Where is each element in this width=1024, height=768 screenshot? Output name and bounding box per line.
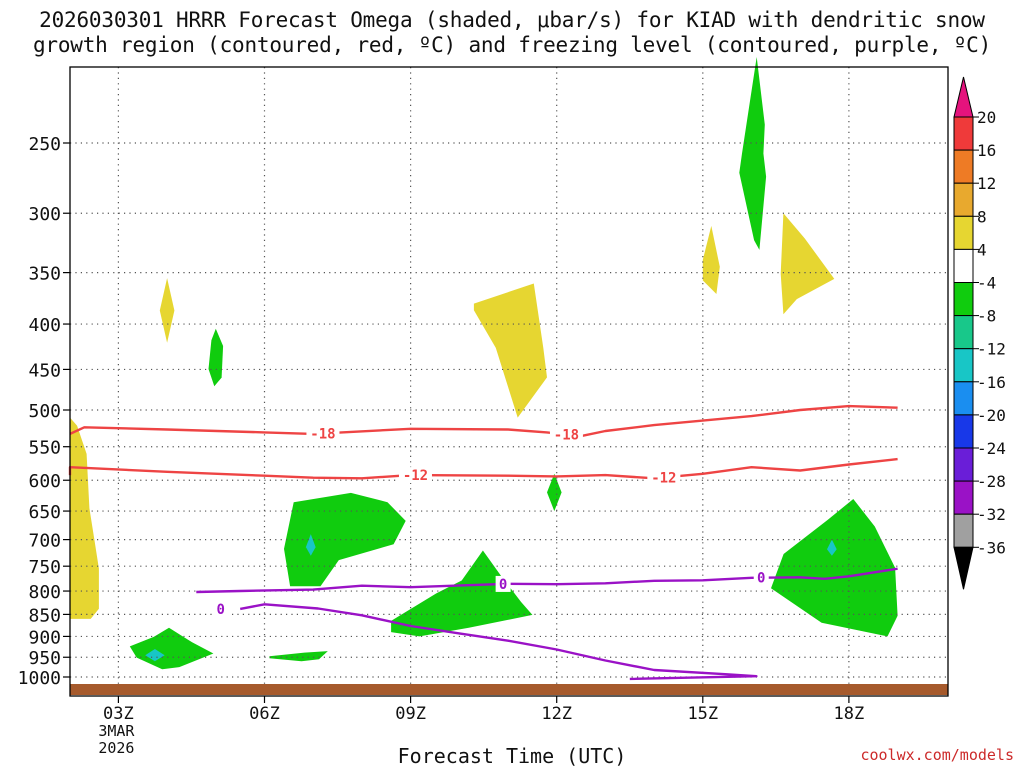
contour-layer: -18 -18 -12 -12 0 0 0 (68, 404, 898, 681)
colorbar-label: 16 (977, 141, 996, 160)
contour-line (196, 567, 898, 594)
x-tick-date: 3MAR (98, 722, 135, 740)
y-tick-label: 300 (28, 204, 61, 225)
y-tick-label: 250 (28, 134, 61, 155)
contour-label: 0 (499, 577, 507, 593)
omega-region (473, 283, 547, 418)
colorbar-swatch (953, 414, 974, 449)
site-credit[interactable]: coolwx.com/models (860, 746, 1014, 764)
y-tick-label: 1000 (18, 668, 61, 689)
omega-region (391, 550, 533, 637)
y-tick-label: 900 (28, 627, 61, 648)
x-tick-label: 09Z (395, 704, 426, 724)
contour-line (239, 603, 758, 681)
omega-shading-layer (70, 57, 898, 670)
contour-label: -18 (554, 428, 579, 444)
contour-label-bg (753, 569, 769, 586)
omega-region (208, 328, 224, 387)
omega-region (780, 213, 835, 315)
omega-region (70, 417, 99, 619)
contour-label: 0 (216, 602, 224, 618)
x-tick-year: 2026 (98, 739, 134, 757)
omega-region (702, 225, 720, 294)
ground-strip (70, 684, 948, 695)
omega-region (305, 534, 316, 556)
colorbar-label: -4 (977, 274, 996, 293)
contour-label: -18 (310, 426, 335, 442)
colorbar-label: -12 (977, 340, 1006, 359)
y-tick-label: 750 (28, 557, 61, 578)
y-tick-label: 700 (28, 531, 61, 552)
colorbar-label: 8 (977, 207, 987, 226)
contour-label-bg (647, 469, 681, 486)
x-tick-label: 06Z (249, 704, 280, 724)
plot-frame (69, 66, 949, 697)
colorbar-swatch (953, 116, 974, 151)
omega-region (771, 499, 898, 637)
y-tick-label: 350 (28, 264, 61, 285)
colorbar-label: -20 (977, 406, 1006, 425)
x-tick-label: 18Z (834, 704, 865, 724)
y-tick-label: 800 (28, 582, 61, 603)
colorbar-swatch (953, 513, 974, 548)
y-axis: 2503003504004505005506006507007508008509… (18, 134, 70, 689)
y-tick-label: 400 (28, 315, 61, 336)
omega-region (827, 539, 837, 556)
x-tick-label: 12Z (541, 704, 572, 724)
y-tick-label: 450 (28, 360, 61, 381)
contour-line (68, 457, 898, 480)
contour-label: -12 (403, 468, 428, 484)
colorbar-swatch (953, 480, 974, 515)
colorbar-swatch (953, 282, 974, 317)
colorbar-swatch (953, 381, 974, 416)
omega-region (159, 278, 175, 343)
colorbar-bottom-arrow (953, 546, 974, 590)
colorbar-label: -24 (977, 439, 1006, 458)
x-axis-label: Forecast Time (UTC) (397, 744, 627, 768)
chart-title-line-1: 2026030301 HRRR Forecast Omega (shaded, … (39, 8, 985, 32)
contour-label: 0 (757, 571, 765, 587)
colorbar-swatch (953, 248, 974, 283)
omega-region (739, 57, 767, 250)
contour-label-bg (306, 425, 340, 442)
colorbar-swatch (953, 447, 974, 482)
colorbar-label: 20 (977, 108, 996, 127)
colorbar-label: -8 (977, 307, 996, 326)
contour-line (69, 404, 898, 438)
colorbar-label: -36 (977, 538, 1006, 557)
colorbar-swatch (953, 215, 974, 250)
colorbar: 20 16 12 8 4 -4 -8 -12 -16 -20 -24 -28 -32 -36 (953, 76, 1006, 590)
colorbar-swatch (953, 149, 974, 184)
y-tick-label: 650 (28, 502, 61, 523)
chart-title-line-2: growth region (contoured, red, ºC) and f… (32, 33, 992, 57)
omega-region (129, 627, 214, 670)
y-tick-label: 550 (28, 438, 61, 459)
x-tick-label: 15Z (687, 704, 718, 724)
colorbar-label: -16 (977, 373, 1006, 392)
contour-label-bg (398, 467, 432, 484)
y-tick-label: 600 (28, 471, 61, 492)
omega-region (284, 492, 406, 587)
omega-region (269, 651, 328, 662)
colorbar-top-arrow (953, 76, 974, 118)
y-tick-label: 950 (28, 648, 61, 669)
omega-region (547, 473, 562, 512)
colorbar-label: 12 (977, 174, 996, 193)
y-tick-label: 850 (28, 605, 61, 626)
colorbar-swatch (953, 315, 974, 350)
contour-label-bg (213, 600, 229, 617)
colorbar-swatch (953, 182, 974, 217)
omega-region (145, 649, 165, 662)
contour-label-bg (495, 575, 511, 592)
x-tick-label: 03Z (103, 704, 134, 724)
contour-label: -12 (651, 470, 676, 486)
colorbar-swatch (953, 348, 974, 383)
contour-label-bg (549, 426, 583, 443)
y-tick-label: 500 (28, 401, 61, 422)
colorbar-label: -32 (977, 505, 1006, 524)
colorbar-label: -28 (977, 472, 1006, 491)
colorbar-label: 4 (977, 240, 987, 259)
